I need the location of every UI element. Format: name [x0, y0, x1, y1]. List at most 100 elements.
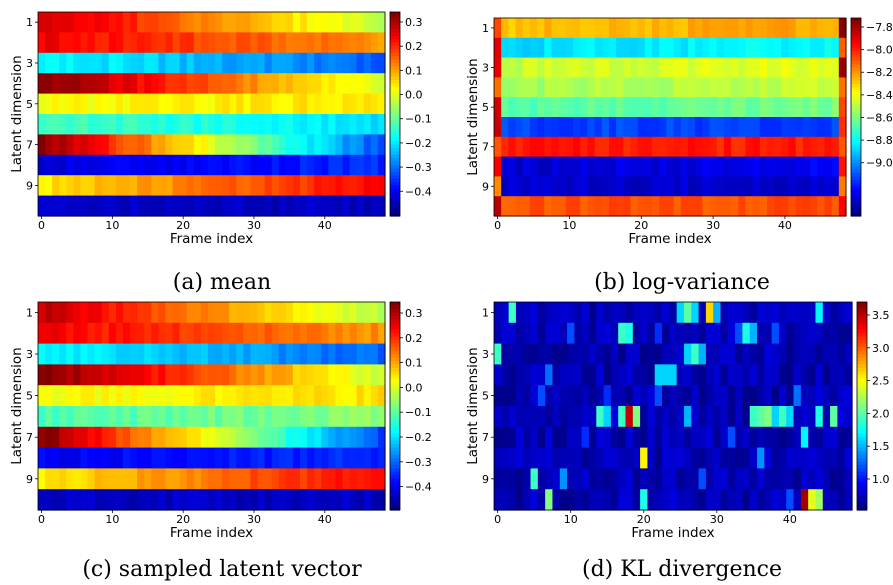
heatmap-cell: [45, 154, 53, 176]
colorbar-segment: [390, 97, 400, 101]
heatmap-cell: [580, 37, 588, 59]
heatmap-cell: [222, 364, 230, 386]
heatmap-cell: [222, 12, 230, 33]
heatmap-cell: [292, 364, 301, 386]
colorbar-segment: [390, 12, 400, 16]
heatmap-cell: [508, 196, 517, 217]
heatmap-cell: [243, 195, 252, 217]
heatmap-cell: [713, 426, 722, 449]
heatmap-cell: [501, 385, 510, 407]
heatmap-cell: [574, 322, 583, 345]
heatmap-cell: [771, 489, 780, 511]
heatmap-cell: [250, 447, 259, 469]
heatmap-cell: [587, 18, 596, 39]
heatmap-cell: [257, 468, 266, 490]
heatmap-cell: [130, 385, 138, 407]
heatmap-cell: [342, 385, 351, 407]
heatmap-cell: [587, 156, 596, 177]
heatmap-cell: [207, 114, 216, 135]
heatmap-cell: [292, 468, 301, 490]
heatmap-cell: [229, 114, 237, 135]
heatmap-cell: [610, 468, 619, 490]
heatmap-cell: [603, 447, 612, 469]
heatmap-cell: [243, 364, 252, 386]
colorbar-tick-label: −0.1: [405, 113, 432, 126]
heatmap-cell: [285, 426, 294, 449]
heatmap-cell: [745, 117, 754, 138]
colorbar-segment: [390, 148, 400, 152]
heatmap-cell: [222, 154, 230, 176]
heatmap-cell: [321, 134, 329, 156]
heatmap-cell: [101, 114, 110, 135]
y-tick-label: 1: [26, 306, 33, 319]
heatmap-cell: [165, 426, 174, 449]
heatmap-cell: [551, 97, 560, 118]
heatmap-cell: [52, 195, 60, 217]
colorbar-tick-label: 0.0: [405, 381, 423, 394]
heatmap-cell: [356, 195, 365, 217]
heatmap-cell: [144, 447, 152, 469]
heatmap-cell: [508, 117, 517, 138]
heatmap-cell: [745, 37, 754, 59]
heatmap-cell: [752, 18, 761, 39]
heatmap-cell: [759, 117, 768, 138]
heatmap-cell: [778, 406, 787, 428]
heatmap-cell: [215, 32, 223, 54]
heatmap-cell: [307, 468, 315, 490]
heatmap-cell: [94, 32, 103, 54]
heatmap-cell: [115, 73, 124, 95]
colorbar-segment: [857, 350, 867, 355]
heatmap-cell: [587, 37, 596, 59]
heatmap-cell: [673, 77, 682, 98]
colorbar-tick-label: −8.6: [866, 111, 893, 124]
heatmap-cell: [264, 406, 273, 428]
colorbar-segment: [857, 451, 867, 456]
heatmap-cell: [356, 302, 365, 324]
heatmap-cell: [738, 18, 747, 39]
heatmap-cell: [757, 343, 765, 365]
colorbar-tick-label: 2.5: [872, 375, 890, 388]
heatmap-cell: [771, 468, 780, 490]
colorbar-segment: [390, 315, 400, 320]
y-tick-label: 9: [26, 473, 33, 486]
x-tick-label: 20: [634, 219, 648, 232]
heatmap-cell: [186, 175, 195, 197]
colorbar-segment: [851, 186, 861, 191]
heatmap-cell: [695, 117, 703, 138]
heatmap-cell: [94, 52, 103, 74]
heatmap-cell: [501, 364, 510, 386]
heatmap-cell: [795, 77, 804, 98]
heatmap-cell: [363, 468, 372, 490]
heatmap-cell: [573, 156, 581, 177]
heatmap-cell: [745, 196, 754, 217]
heatmap-cell: [363, 114, 372, 135]
heatmap-cell: [349, 52, 358, 74]
heatmap-cell: [321, 406, 329, 428]
heatmap-cell: [285, 93, 294, 115]
heatmap-cell: [207, 426, 216, 449]
heatmap-cell: [45, 426, 53, 449]
heatmap-cell: [601, 156, 610, 177]
heatmap-cell: [257, 406, 266, 428]
heatmap-cell: [151, 52, 159, 74]
y-tick-label: 7: [482, 141, 489, 154]
heatmap-cell: [632, 302, 641, 324]
heatmap-cell: [523, 468, 532, 490]
heatmap-cell: [52, 489, 60, 511]
heatmap-cell: [623, 77, 632, 98]
heatmap-cell: [130, 52, 138, 74]
heatmap-cell: [377, 32, 386, 54]
heatmap-cell: [101, 468, 110, 490]
heatmap-cell: [508, 385, 517, 407]
heatmap-cell: [101, 73, 110, 95]
heatmap-cell: [108, 468, 117, 490]
heatmap-cell: [314, 134, 322, 156]
heatmap-cell: [236, 322, 244, 345]
heatmap-cell: [222, 343, 230, 365]
heatmap-cell: [666, 97, 675, 118]
heatmap-cell: [307, 447, 315, 469]
colorbar-tick-label: −0.3: [405, 161, 432, 174]
colorbar-tick-label: 0.3: [405, 307, 423, 320]
heatmap-cell: [817, 37, 826, 59]
